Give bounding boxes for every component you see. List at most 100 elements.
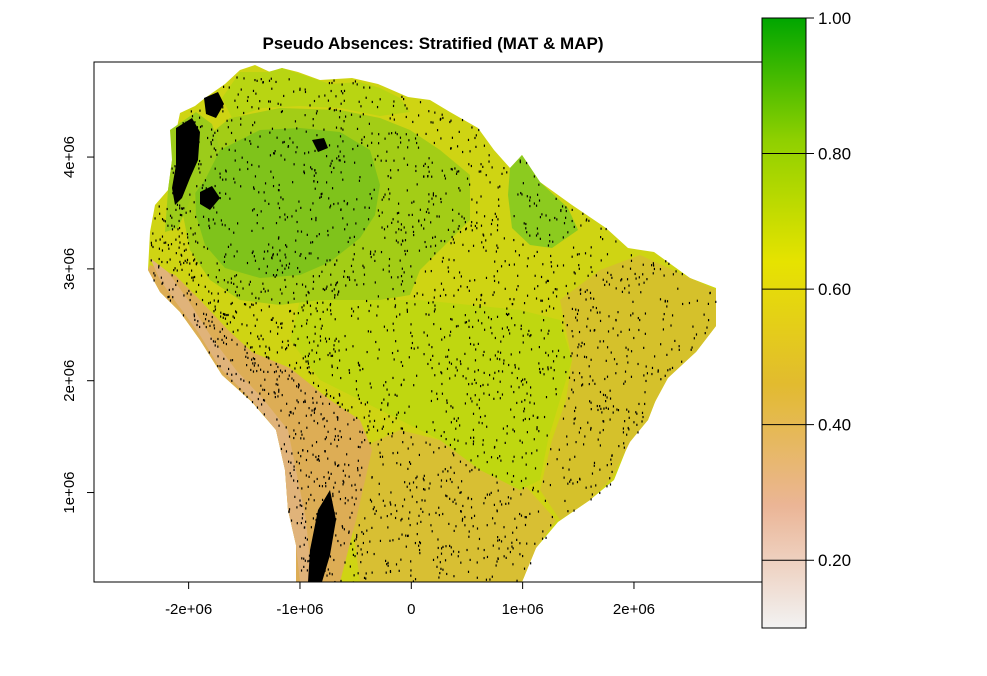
pseudo-absence-point <box>387 175 389 178</box>
pseudo-absence-point <box>374 512 376 515</box>
pseudo-absence-point <box>306 233 308 236</box>
pseudo-absence-point <box>575 406 577 409</box>
pseudo-absence-point <box>628 291 630 294</box>
pseudo-absence-point <box>370 500 373 503</box>
pseudo-absence-point <box>348 276 350 279</box>
pseudo-absence-point <box>240 378 242 381</box>
pseudo-absence-point <box>618 444 620 448</box>
pseudo-absence-point <box>324 288 326 292</box>
pseudo-absence-point <box>249 306 251 309</box>
pseudo-absence-point <box>503 237 505 240</box>
pseudo-absence-point <box>308 352 310 355</box>
pseudo-absence-point <box>277 326 279 329</box>
pseudo-absence-point <box>642 415 644 419</box>
pseudo-absence-point <box>336 445 338 448</box>
pseudo-absence-point <box>313 174 315 177</box>
pseudo-absence-point <box>280 322 282 325</box>
pseudo-absence-point <box>552 291 554 294</box>
pseudo-absence-point <box>611 470 613 474</box>
pseudo-absence-point <box>235 372 237 376</box>
pseudo-absence-point <box>296 127 298 130</box>
pseudo-absence-point <box>571 307 574 311</box>
pseudo-absence-point <box>455 325 458 328</box>
pseudo-absence-point <box>449 334 451 337</box>
pseudo-absence-point <box>590 426 592 430</box>
pseudo-absence-point <box>231 119 233 122</box>
pseudo-absence-point <box>616 408 618 411</box>
pseudo-absence-point <box>338 116 341 119</box>
pseudo-absence-point <box>359 430 361 433</box>
pseudo-absence-point <box>253 208 255 211</box>
pseudo-absence-point <box>499 455 501 458</box>
pseudo-absence-point <box>224 224 226 227</box>
pseudo-absence-point <box>374 259 376 263</box>
pseudo-absence-point <box>343 199 345 203</box>
pseudo-absence-point <box>234 139 237 142</box>
pseudo-absence-point <box>306 450 309 453</box>
pseudo-absence-point <box>270 318 272 321</box>
pseudo-absence-point <box>419 552 421 555</box>
pseudo-absence-point <box>369 498 372 501</box>
pseudo-absence-point <box>440 371 442 374</box>
pseudo-absence-point <box>397 349 399 352</box>
pseudo-absence-point <box>300 252 302 256</box>
pseudo-absence-point <box>193 142 195 145</box>
pseudo-absence-point <box>316 477 318 481</box>
pseudo-absence-point <box>550 366 552 369</box>
pseudo-absence-point <box>313 360 315 363</box>
pseudo-absence-point <box>645 365 647 368</box>
pseudo-absence-point <box>183 294 185 297</box>
pseudo-absence-point <box>635 277 637 280</box>
pseudo-absence-point <box>262 338 264 341</box>
pseudo-absence-point <box>555 197 557 200</box>
pseudo-absence-point <box>519 161 521 164</box>
pseudo-absence-point <box>471 220 473 224</box>
pseudo-absence-point <box>433 141 435 145</box>
pseudo-absence-point <box>400 228 402 232</box>
pseudo-absence-point <box>552 240 554 243</box>
pseudo-absence-point <box>516 401 518 405</box>
pseudo-absence-point <box>154 217 156 220</box>
pseudo-absence-point <box>320 195 322 198</box>
pseudo-absence-point <box>662 318 664 321</box>
pseudo-absence-point <box>610 273 612 277</box>
pseudo-absence-point <box>316 180 319 184</box>
pseudo-absence-point <box>347 240 349 244</box>
pseudo-absence-point <box>271 87 273 90</box>
pseudo-absence-point <box>563 476 565 479</box>
pseudo-absence-point <box>299 545 301 548</box>
pseudo-absence-point <box>212 134 214 137</box>
pseudo-absence-point <box>505 556 507 559</box>
legend-tick-label: 0.40 <box>818 416 851 435</box>
pseudo-absence-point <box>526 265 528 268</box>
pseudo-absence-point <box>540 275 543 279</box>
pseudo-absence-point <box>453 471 455 475</box>
pseudo-absence-point <box>308 291 310 295</box>
pseudo-absence-point <box>524 417 526 421</box>
pseudo-absence-point <box>459 189 461 192</box>
pseudo-absence-point <box>322 402 324 405</box>
pseudo-absence-point <box>414 137 417 140</box>
pseudo-absence-point <box>155 239 157 242</box>
pseudo-absence-point <box>610 458 612 461</box>
pseudo-absence-point <box>398 537 400 540</box>
pseudo-absence-point <box>527 257 529 260</box>
pseudo-absence-point <box>212 218 214 221</box>
pseudo-absence-point <box>633 336 635 340</box>
pseudo-absence-point <box>464 524 466 527</box>
pseudo-absence-point <box>351 511 353 514</box>
pseudo-absence-point <box>363 135 365 139</box>
pseudo-absence-point <box>611 276 613 279</box>
pseudo-absence-point <box>432 192 435 195</box>
pseudo-absence-point <box>645 379 647 383</box>
pseudo-absence-point <box>389 192 391 195</box>
pseudo-absence-point <box>185 123 187 126</box>
pseudo-absence-point <box>369 192 371 196</box>
pseudo-absence-point <box>298 421 300 425</box>
pseudo-absence-point <box>215 149 217 152</box>
pseudo-absence-point <box>526 392 528 395</box>
pseudo-absence-point <box>389 501 391 504</box>
pseudo-absence-point <box>439 572 441 575</box>
pseudo-absence-point <box>377 154 379 158</box>
pseudo-absence-point <box>333 348 335 351</box>
